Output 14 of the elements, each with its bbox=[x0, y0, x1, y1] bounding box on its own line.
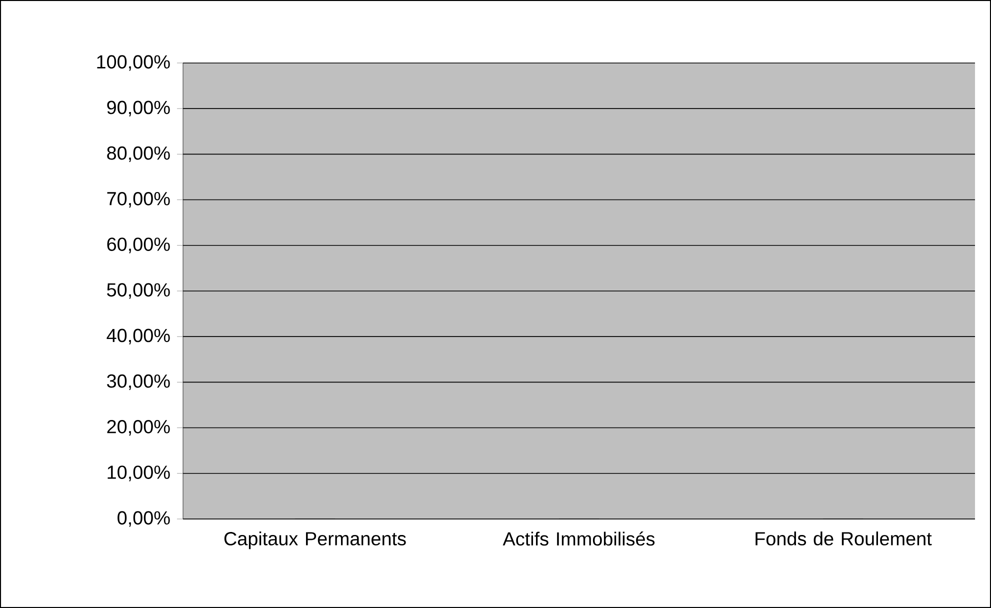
y-tick-label: 10,00% bbox=[108, 466, 170, 482]
x-tick-label: Fonds de Roulement bbox=[756, 531, 932, 546]
x-tick-label: Capitaux Permanents bbox=[224, 531, 406, 550]
y-tick-label: 100,00% bbox=[97, 55, 170, 71]
y-tick-label: 60,00% bbox=[107, 238, 170, 254]
y-tick-label: 30,00% bbox=[107, 374, 170, 390]
y-tick-label: 0,00% bbox=[118, 511, 170, 527]
y-tick-label: 50,00% bbox=[107, 283, 170, 299]
y-tick-label: 20,00% bbox=[107, 420, 170, 436]
x-tick-label: Actifs Immobilisés bbox=[502, 531, 655, 546]
y-tick-label: 80,00% bbox=[107, 146, 170, 162]
y-tick-label: 70,00% bbox=[107, 192, 170, 208]
y-tick-label: 40,00% bbox=[106, 328, 170, 344]
y-tick-label: 90,00% bbox=[107, 100, 170, 116]
